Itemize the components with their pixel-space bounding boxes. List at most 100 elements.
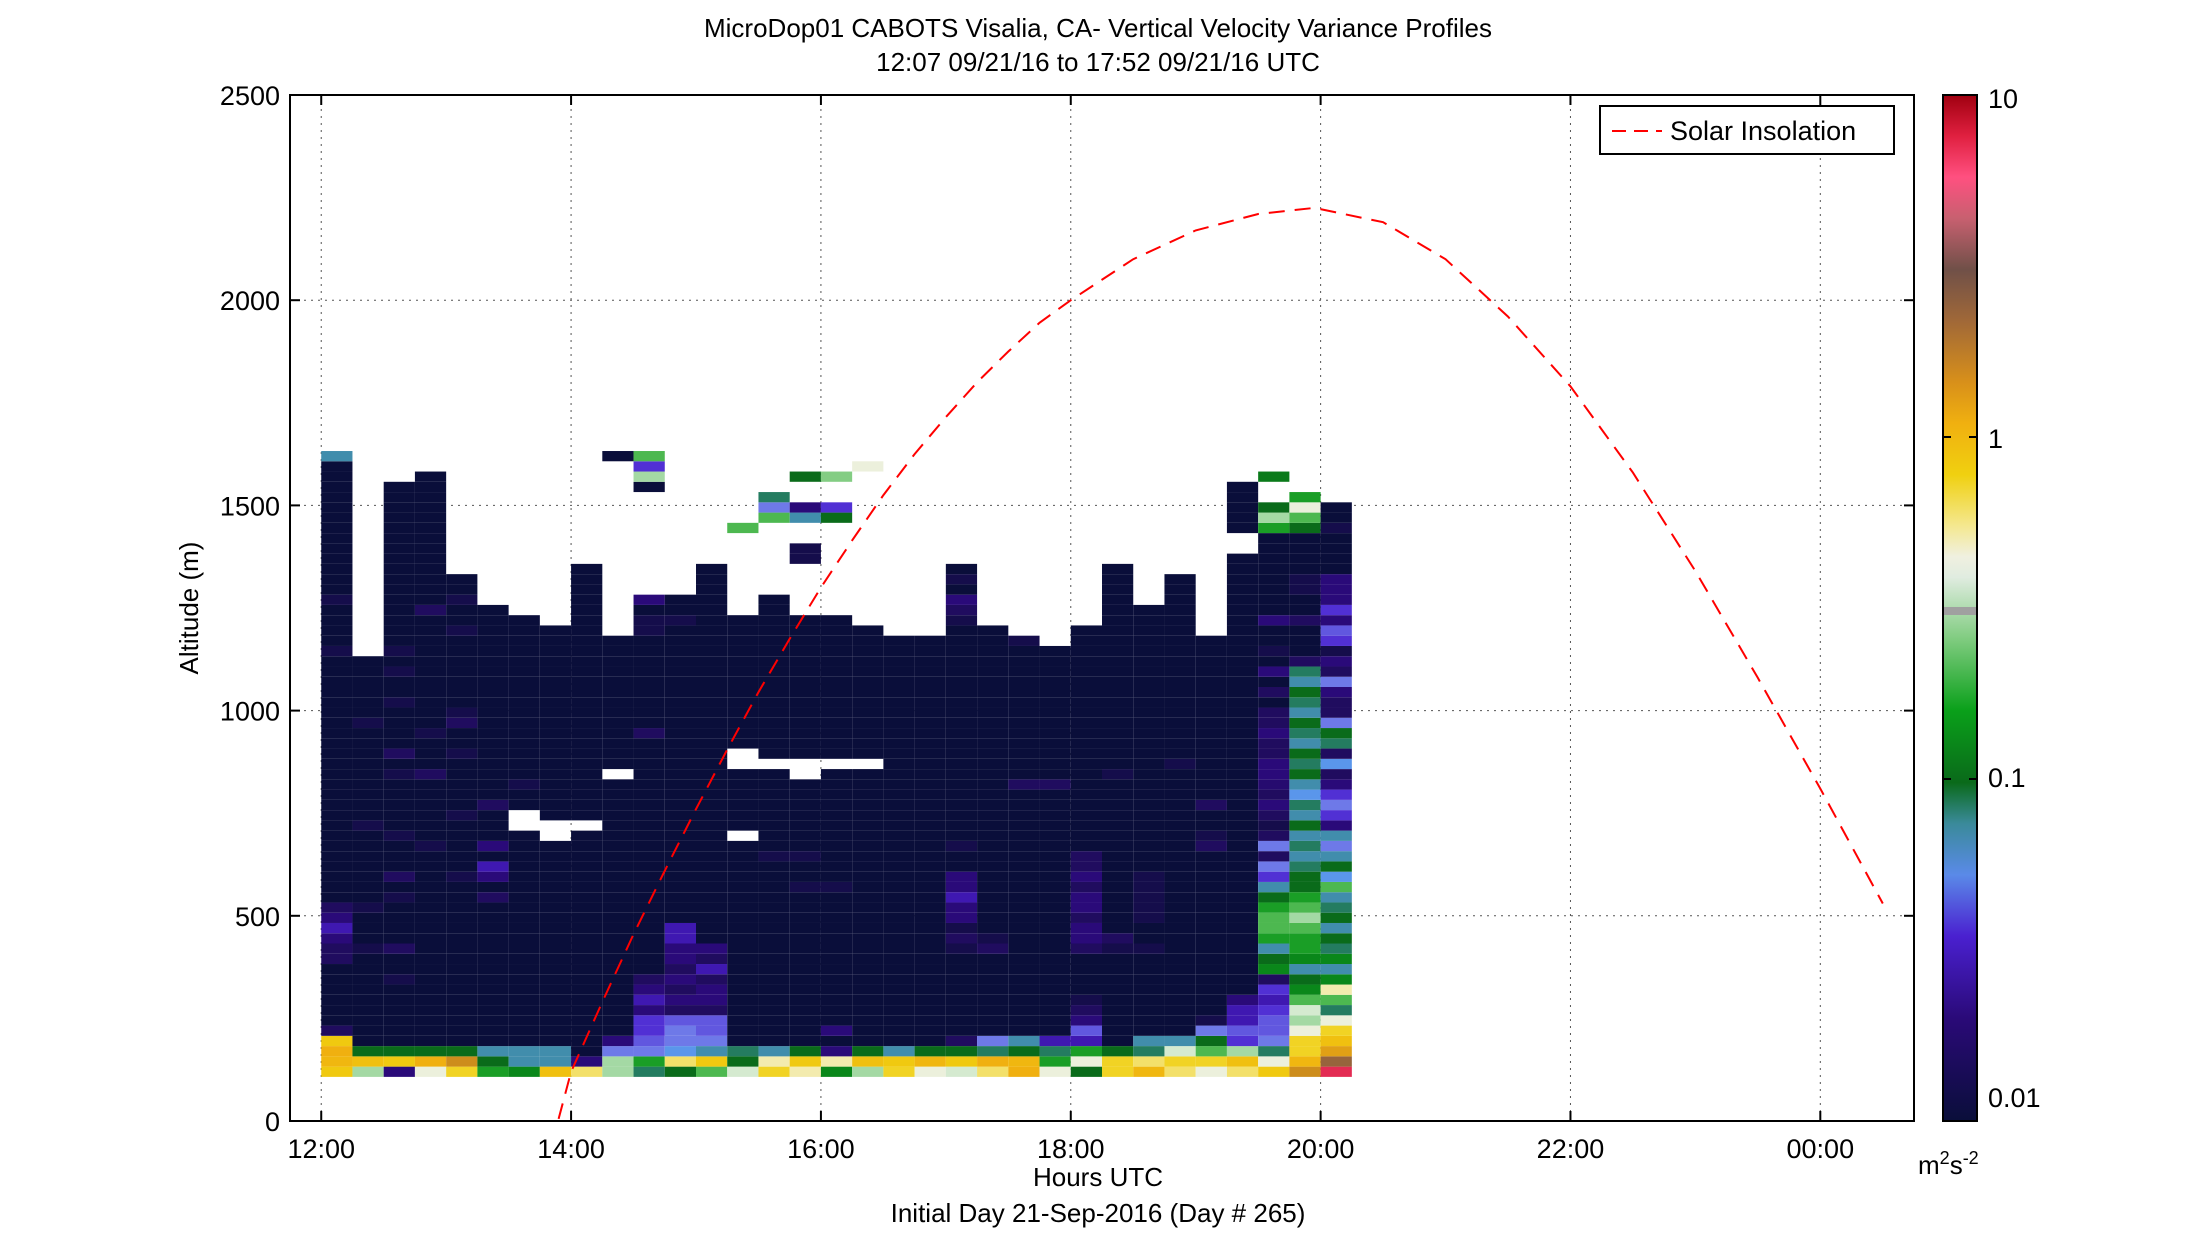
heatmap-cell xyxy=(883,769,915,780)
heatmap-cell xyxy=(1320,553,1352,564)
heatmap-cell xyxy=(1258,861,1290,872)
heatmap-cell xyxy=(1164,676,1196,688)
heatmap-cell xyxy=(945,666,978,677)
heatmap-cell xyxy=(1289,1056,1321,1067)
heatmap-cell xyxy=(1164,1035,1196,1047)
heatmap-cell xyxy=(1164,697,1196,708)
y-axis-label: Altitude (m) xyxy=(174,542,204,675)
heatmap-cell xyxy=(1258,953,1290,965)
heatmap-cell xyxy=(789,922,821,934)
heatmap-cell xyxy=(1320,871,1352,882)
heatmap-cell xyxy=(1195,974,1227,985)
heatmap-cell xyxy=(1008,635,1040,646)
heatmap-cell xyxy=(383,912,415,923)
heatmap-cell xyxy=(602,728,634,739)
heatmap-cell xyxy=(446,656,478,667)
heatmap-cell xyxy=(1226,933,1259,944)
heatmap-cell xyxy=(1039,645,1071,657)
heatmap-cell xyxy=(1133,892,1165,903)
heatmap-cell xyxy=(1070,871,1102,882)
heatmap-cell xyxy=(852,851,884,862)
heatmap-cell xyxy=(664,881,696,893)
heatmap-cell xyxy=(664,984,696,995)
heatmap-cell xyxy=(633,789,665,800)
heatmap-cell xyxy=(696,789,728,800)
heatmap-cell xyxy=(789,964,821,975)
heatmap-cell xyxy=(1258,676,1290,688)
heatmap-cell xyxy=(696,912,728,923)
heatmap-cell xyxy=(1258,502,1290,513)
heatmap-cell xyxy=(446,1005,478,1016)
heatmap-cell xyxy=(1039,830,1071,841)
heatmap-cell xyxy=(352,748,384,759)
heatmap-cell xyxy=(1226,758,1259,770)
heatmap-cell xyxy=(852,707,884,718)
heatmap-cell xyxy=(633,687,665,698)
heatmap-cell xyxy=(696,974,728,985)
heatmap-cell xyxy=(352,933,384,944)
heatmap-cell xyxy=(914,1005,946,1016)
heatmap-cell xyxy=(664,1035,696,1047)
heatmap-cell xyxy=(1226,748,1259,759)
heatmap-cell xyxy=(664,902,696,913)
heatmap-cell xyxy=(1320,574,1352,585)
heatmap-cell xyxy=(1133,645,1165,657)
heatmap-cell xyxy=(852,902,884,913)
heatmap-cell xyxy=(539,1035,572,1047)
heatmap-cell xyxy=(696,574,728,585)
heatmap-cell xyxy=(477,881,509,893)
heatmap-cell xyxy=(352,1066,384,1077)
heatmap-cell xyxy=(352,881,384,893)
heatmap-cell xyxy=(321,964,353,975)
heatmap-cell xyxy=(633,656,665,667)
heatmap-cell xyxy=(758,676,790,688)
heatmap-cell xyxy=(977,820,1009,831)
y-tick-label: 1500 xyxy=(220,491,280,521)
heatmap-cell xyxy=(696,635,728,646)
heatmap-cell xyxy=(383,810,415,821)
heatmap-cell xyxy=(446,799,478,811)
heatmap-cell xyxy=(414,594,447,605)
heatmap-cell xyxy=(852,779,884,790)
heatmap-cell xyxy=(664,594,696,605)
heatmap-cell xyxy=(1258,1015,1290,1026)
heatmap-cell xyxy=(1226,1035,1259,1047)
heatmap-cell xyxy=(321,840,353,852)
heatmap-cell xyxy=(571,974,603,985)
heatmap-cell xyxy=(383,635,415,646)
heatmap-cell xyxy=(1070,943,1102,954)
heatmap-cell xyxy=(696,984,728,995)
heatmap-cell xyxy=(696,830,728,841)
heatmap-cell xyxy=(383,1035,415,1047)
heatmap-cell xyxy=(758,492,790,503)
heatmap-cell xyxy=(852,943,884,954)
heatmap-cell xyxy=(1195,687,1227,698)
heatmap-cell xyxy=(1133,789,1165,800)
heatmap-cell xyxy=(1102,789,1134,800)
heatmap-cell xyxy=(1164,779,1196,790)
heatmap-cell xyxy=(1195,861,1227,872)
heatmap-cell xyxy=(945,1035,978,1047)
heatmap-cell xyxy=(633,943,665,954)
heatmap-cell xyxy=(1039,1005,1071,1016)
heatmap-cell xyxy=(414,748,447,759)
heatmap-cell xyxy=(1258,512,1290,523)
heatmap-cell xyxy=(352,994,384,1006)
heatmap-cell xyxy=(883,728,915,739)
heatmap-cell xyxy=(383,553,415,564)
heatmap-cell xyxy=(758,697,790,708)
heatmap-cell xyxy=(321,604,353,616)
heatmap-cell xyxy=(539,666,572,677)
heatmap-cell xyxy=(1195,707,1227,718)
colorbar: 0.01 0.1 1 10 m2s-2 xyxy=(1918,84,2041,1180)
heatmap-cell xyxy=(383,676,415,688)
heatmap-cell xyxy=(977,1025,1009,1036)
heatmap-cell xyxy=(1258,851,1290,862)
heatmap-cell xyxy=(446,922,478,934)
heatmap-cell xyxy=(914,810,946,821)
heatmap-cell xyxy=(1258,758,1290,770)
heatmap-cell xyxy=(727,1056,759,1067)
heatmap-cell xyxy=(508,789,540,800)
heatmap-cell xyxy=(383,922,415,934)
heatmap-cell xyxy=(789,1056,821,1067)
